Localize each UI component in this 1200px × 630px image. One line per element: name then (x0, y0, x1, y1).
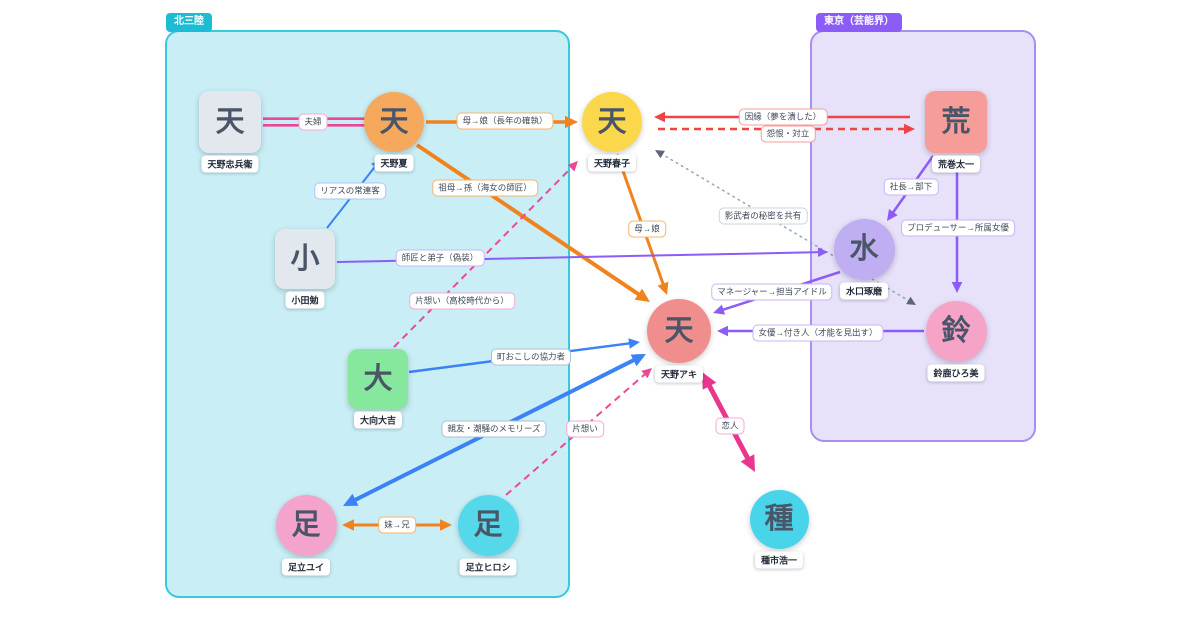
node-label-aramaki-taichi: 荒巻太一 (931, 155, 981, 173)
node-char: 天 (379, 105, 409, 138)
arrowhead (740, 454, 755, 472)
arrowhead (713, 304, 726, 315)
node-char: 天 (664, 314, 694, 347)
arrowhead (630, 354, 646, 367)
arrowhead (654, 111, 665, 123)
node-char: 小 (290, 242, 320, 275)
edge-label-shinyu-shiosai-memories: 親友・潮騒のメモリーズ (441, 420, 547, 438)
node-label-taneichi-koichi: 種市浩一 (754, 551, 804, 568)
node-adachi-hiroshi[interactable]: 足 (457, 494, 519, 556)
node-char: 天 (215, 105, 245, 138)
node-char: 種 (764, 502, 794, 535)
node-char: 大 (363, 362, 393, 395)
node-label-omukai-daikichi: 大向大吉 (353, 411, 403, 429)
node-amano-haruko[interactable]: 天 (582, 92, 642, 152)
node-label-amano-haruko: 天野春子 (587, 154, 637, 172)
edge-label-kataomoi: 片想い (566, 420, 604, 438)
edge-label-manager-tanto-idol: マネージャー→担当アイドル (711, 283, 833, 301)
node-omukai-daikichi[interactable]: 大 (348, 349, 408, 409)
node-char: 足 (291, 508, 321, 541)
edge-label-rias-no-jorenkyaku: リアスの常連客 (314, 182, 386, 200)
edge-label-kataomoi-kokojidai: 片想い（高校時代から） (409, 292, 515, 310)
region-badge-kita-sanriku: 北三陸 (166, 13, 212, 32)
node-oda-ben[interactable]: 小 (275, 229, 335, 289)
node-label-amano-chubei: 天野忠兵衛 (201, 155, 259, 173)
arrowhead (628, 338, 640, 349)
node-char: 鈴 (941, 314, 971, 347)
node-amano-natsu[interactable]: 天 (364, 92, 424, 152)
edge-label-shacho-buka: 社長→部下 (883, 178, 939, 196)
node-char: 足 (473, 508, 503, 541)
region-badge-tokyo-geinoukai: 東京（芸能界） (816, 13, 902, 32)
edge-label-shisho-deshi-giso: 師匠と弟子（偽装） (395, 249, 485, 267)
node-amano-aki[interactable]: 天 (647, 299, 711, 363)
edge-label-sobo-mago: 祖母→孫（海女の師匠） (432, 179, 538, 197)
edge-label-joyu-tsukibito: 女優→付き人（才能を見出す） (752, 324, 884, 342)
arrowhead (634, 288, 650, 302)
arrowhead (641, 368, 652, 379)
edge-label-imoto-ani: 妹→兄 (378, 516, 416, 534)
edge-label-koibito: 恋人 (715, 417, 745, 435)
node-label-mizuguchi-takuma: 水口琢磨 (839, 282, 889, 299)
node-taneichi-koichi[interactable]: 種 (749, 489, 809, 549)
node-label-amano-aki: 天野アキ (654, 365, 704, 383)
node-char: 荒 (941, 105, 971, 138)
node-adachi-yui[interactable]: 足 (275, 494, 337, 556)
edge-label-onkon-tairitsu: 怨恨・対立 (760, 125, 816, 143)
arrowhead (717, 325, 728, 337)
node-char: 天 (597, 105, 627, 138)
node-label-adachi-hiroshi: 足立ヒロシ (459, 558, 517, 575)
edge-label-machiokoshi: 町おこしの協力者 (490, 348, 572, 366)
node-aramaki-taichi[interactable]: 荒 (925, 91, 987, 153)
arrowhead (702, 372, 717, 390)
node-label-amano-natsu: 天野夏 (374, 154, 414, 172)
node-suzuka-hiromi[interactable]: 鈴 (925, 300, 987, 362)
node-mizuguchi-takuma[interactable]: 水 (833, 218, 895, 280)
node-amano-chubei[interactable]: 天 (199, 91, 261, 153)
node-label-suzuka-hiromi: 鈴鹿ひろ美 (927, 364, 985, 381)
node-char: 水 (849, 232, 879, 265)
edge-label-fuufu: 夫婦 (298, 113, 328, 131)
edge-label-kagemusha-himitsu: 影武者の秘密を共有 (718, 207, 808, 225)
node-label-oda-ben: 小田勉 (285, 291, 325, 309)
node-label-adachi-yui: 足立ユイ (281, 558, 331, 575)
edge-label-haha-musume-kakushitsu: 母→娘（長年の確執） (456, 112, 554, 130)
arrowhead (655, 150, 665, 159)
edge-label-innen: 因縁（夢を潰した） (738, 108, 828, 126)
arrowhead (657, 281, 669, 295)
edge-label-producer-shozoku-joyu: プロデューサー→所属女優 (901, 219, 1015, 237)
edge-label-haha-musume: 母→娘 (628, 220, 666, 238)
